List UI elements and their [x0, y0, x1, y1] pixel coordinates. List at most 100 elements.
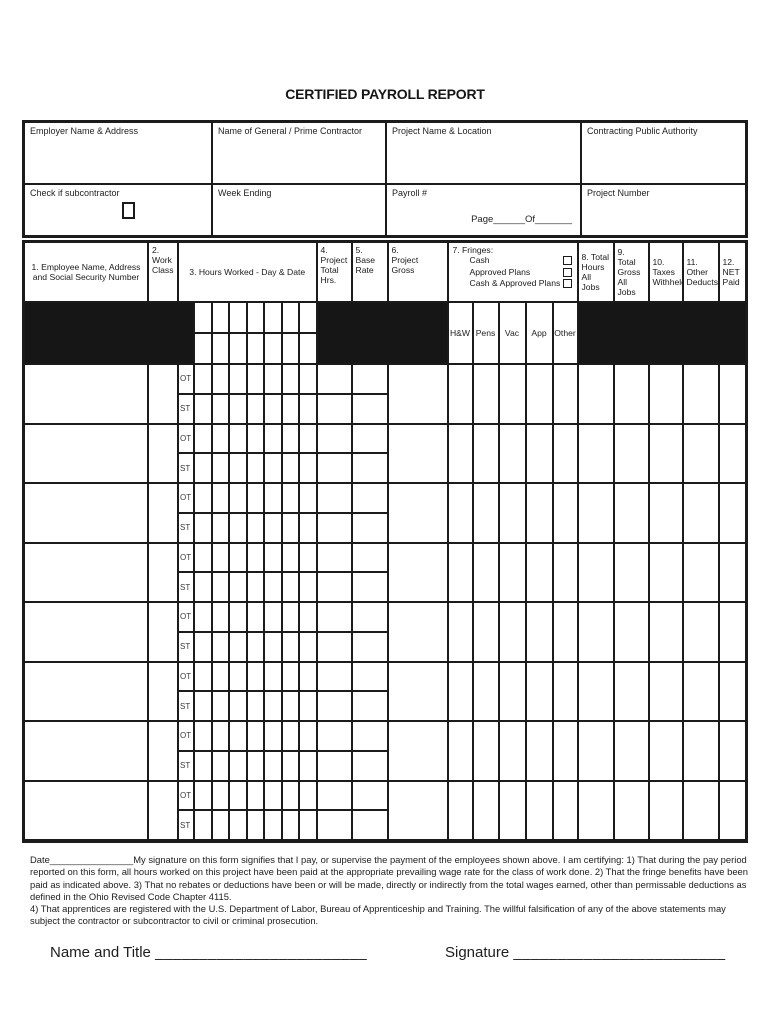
total-hours-cell[interactable] — [578, 543, 613, 601]
project-total-hrs-ot-cell[interactable] — [317, 662, 351, 691]
hours-day-cell[interactable] — [300, 424, 316, 453]
band-day-cell[interactable] — [300, 303, 316, 332]
fringe-other-cell[interactable] — [553, 424, 577, 482]
project-location-cell[interactable]: Project Name & Location — [387, 123, 580, 183]
hours-day-cell[interactable] — [300, 751, 316, 780]
net-paid-cell[interactable] — [719, 365, 745, 423]
project-total-hrs-st-cell[interactable] — [317, 394, 351, 423]
hours-day-cell[interactable] — [212, 543, 228, 572]
total-gross-cell[interactable] — [614, 543, 648, 601]
net-paid-cell[interactable] — [719, 484, 745, 542]
hours-day-cell[interactable] — [212, 751, 228, 780]
hours-day-cell[interactable] — [265, 394, 281, 423]
signature-line[interactable]: ________________________ — [513, 944, 726, 961]
fringe-app-cell[interactable] — [526, 603, 552, 661]
hours-day-cell[interactable] — [230, 365, 246, 393]
fringe-app-cell[interactable] — [526, 662, 552, 720]
project-total-hrs-st-cell[interactable] — [317, 692, 351, 720]
hours-day-cell[interactable] — [195, 365, 211, 393]
payroll-number-cell[interactable]: Payroll # Page______Of_______ — [387, 185, 580, 235]
hours-day-cell[interactable] — [195, 543, 211, 572]
hours-day-cell[interactable] — [230, 543, 246, 572]
work-class-cell[interactable] — [149, 603, 177, 661]
hours-day-cell[interactable] — [212, 573, 228, 601]
project-gross-cell[interactable] — [388, 365, 447, 423]
hours-day-cell[interactable] — [212, 484, 228, 512]
project-gross-cell[interactable] — [388, 424, 447, 482]
band-day-cell[interactable] — [247, 334, 263, 363]
base-rate-st-cell[interactable] — [352, 811, 387, 839]
hours-day-cell[interactable] — [230, 484, 246, 512]
total-gross-cell[interactable] — [614, 365, 648, 423]
other-deducts-cell[interactable] — [683, 662, 718, 720]
hours-day-cell[interactable] — [265, 513, 281, 542]
fringe-cash-checkbox[interactable] — [562, 256, 572, 266]
taxes-withheld-cell[interactable] — [649, 484, 682, 542]
hours-day-cell[interactable] — [300, 811, 316, 839]
hours-day-cell[interactable] — [300, 365, 316, 393]
hours-day-cell[interactable] — [247, 811, 263, 839]
total-hours-cell[interactable] — [578, 662, 613, 720]
total-hours-cell[interactable] — [578, 722, 613, 780]
net-paid-cell[interactable] — [719, 603, 745, 661]
base-rate-st-cell[interactable] — [352, 573, 387, 601]
band-day-cell[interactable] — [265, 334, 281, 363]
taxes-withheld-cell[interactable] — [649, 543, 682, 601]
other-deducts-cell[interactable] — [683, 543, 718, 601]
hours-day-cell[interactable] — [300, 543, 316, 572]
hours-day-cell[interactable] — [195, 603, 211, 631]
hours-day-cell[interactable] — [265, 692, 281, 720]
hours-day-cell[interactable] — [247, 394, 263, 423]
fringe-approved-plans-checkbox[interactable] — [562, 267, 572, 277]
project-total-hrs-ot-cell[interactable] — [317, 484, 351, 512]
net-paid-cell[interactable] — [719, 781, 745, 839]
hours-day-cell[interactable] — [230, 573, 246, 601]
taxes-withheld-cell[interactable] — [649, 365, 682, 423]
total-gross-cell[interactable] — [614, 603, 648, 661]
base-rate-ot-cell[interactable] — [352, 365, 387, 393]
hours-day-cell[interactable] — [247, 632, 263, 661]
hours-day-cell[interactable] — [265, 424, 281, 453]
hours-day-cell[interactable] — [300, 662, 316, 691]
employee-name-cell[interactable] — [25, 781, 147, 839]
project-total-hrs-st-cell[interactable] — [317, 513, 351, 542]
hours-day-cell[interactable] — [195, 632, 211, 661]
hours-day-cell[interactable] — [282, 751, 298, 780]
hours-day-cell[interactable] — [265, 603, 281, 631]
fringe-vac-cell[interactable] — [499, 781, 525, 839]
hours-day-cell[interactable] — [265, 751, 281, 780]
project-total-hrs-ot-cell[interactable] — [317, 781, 351, 810]
hours-day-cell[interactable] — [195, 484, 211, 512]
taxes-withheld-cell[interactable] — [649, 722, 682, 780]
fringe-hw-cell[interactable] — [448, 484, 472, 542]
band-day-cell[interactable] — [300, 334, 316, 363]
hours-day-cell[interactable] — [212, 394, 228, 423]
hours-day-cell[interactable] — [265, 662, 281, 691]
hours-day-cell[interactable] — [212, 662, 228, 691]
other-deducts-cell[interactable] — [683, 722, 718, 780]
taxes-withheld-cell[interactable] — [649, 781, 682, 839]
band-day-cell[interactable] — [247, 303, 263, 332]
fringe-vac-cell[interactable] — [499, 603, 525, 661]
band-day-cell[interactable] — [212, 334, 228, 363]
hours-day-cell[interactable] — [265, 573, 281, 601]
hours-day-cell[interactable] — [195, 513, 211, 542]
fringe-pens-cell[interactable] — [473, 424, 498, 482]
hours-day-cell[interactable] — [195, 573, 211, 601]
band-day-cell[interactable] — [282, 303, 298, 332]
total-gross-cell[interactable] — [614, 722, 648, 780]
employee-name-cell[interactable] — [25, 424, 147, 482]
fringe-vac-cell[interactable] — [499, 722, 525, 780]
hours-day-cell[interactable] — [247, 543, 263, 572]
hours-day-cell[interactable] — [247, 603, 263, 631]
hours-day-cell[interactable] — [300, 692, 316, 720]
hours-day-cell[interactable] — [247, 692, 263, 720]
hours-day-cell[interactable] — [265, 484, 281, 512]
contracting-authority-cell[interactable]: Contracting Public Authority — [582, 123, 745, 183]
base-rate-st-cell[interactable] — [352, 394, 387, 423]
employee-name-cell[interactable] — [25, 484, 147, 542]
hours-day-cell[interactable] — [265, 811, 281, 839]
fringe-pens-cell[interactable] — [473, 543, 498, 601]
fringe-hw-cell[interactable] — [448, 781, 472, 839]
hours-day-cell[interactable] — [212, 692, 228, 720]
